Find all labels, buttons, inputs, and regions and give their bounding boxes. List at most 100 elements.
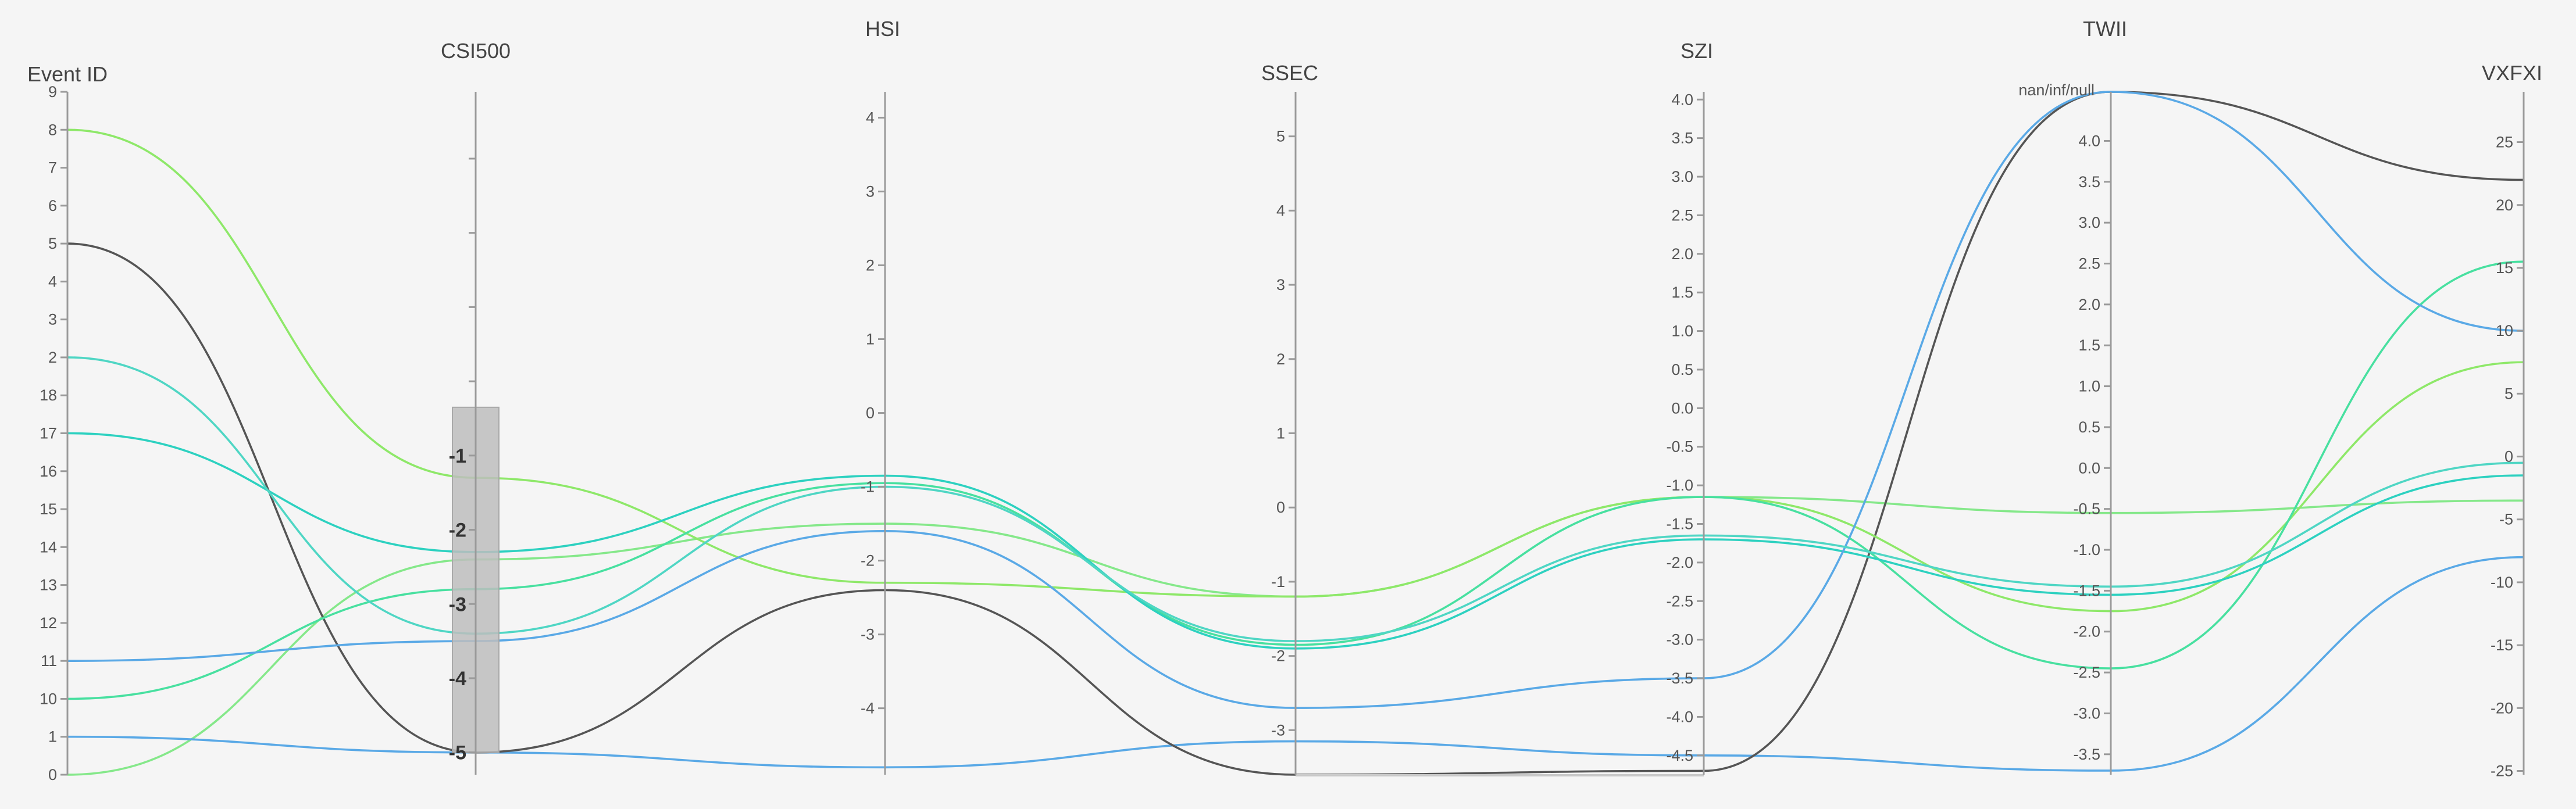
axis-title-vxfxi[interactable]: VXFXI	[2482, 61, 2542, 85]
tick-label: -1.0	[1666, 477, 1693, 494]
tick-label: -2.5	[1666, 592, 1693, 610]
tick-label: 3	[1276, 276, 1285, 293]
tick-label: -1	[861, 478, 875, 496]
tick-label: -3	[1271, 721, 1285, 739]
tick-label: 2.5	[1671, 206, 1693, 224]
tick-label: 2	[48, 349, 57, 366]
tick-label: -1	[1271, 573, 1285, 590]
tick-label: -2.0	[1666, 554, 1693, 571]
tick-label: -20	[2491, 699, 2513, 717]
tick-label: 3	[866, 182, 875, 200]
tick-label: 1	[866, 331, 875, 348]
tick-label: 4	[866, 109, 875, 126]
axis-szi: -4.5 -4.0 -3.5 -3.0 -2.5 -2.0 -1.5 -1.0 -0.5 0.0 0…	[1666, 39, 1713, 775]
tick-label: 9	[48, 83, 57, 101]
tick-label: 17	[40, 425, 57, 442]
tick-label: 10	[40, 690, 57, 707]
tick-label: -3.5	[1666, 670, 1693, 687]
tick-label: 15	[40, 500, 57, 518]
axis-twii: -3.5 -3.0 -2.5 -2.0 -1.5 -1.0 -0.5 0.0 0.5 1.0 1.5…	[2018, 17, 2127, 775]
axis-title-szi[interactable]: SZI	[1681, 39, 1713, 63]
tick-label: -4	[861, 700, 875, 717]
tick-label: 12	[40, 614, 57, 632]
tick-label: 0.5	[2078, 418, 2100, 436]
tick-label: -3.0	[2073, 704, 2100, 722]
tick-label: 0	[2504, 448, 2513, 466]
tick-label: 1	[48, 728, 57, 746]
tick-label: 15	[2496, 259, 2513, 277]
tick-label: -25	[2491, 763, 2513, 780]
tick-label: -1	[449, 445, 466, 467]
tick-label: 0.0	[2078, 459, 2100, 477]
tick-label: 1.5	[2078, 337, 2100, 354]
tick-label: -3.0	[1666, 631, 1693, 649]
tick-label: 25	[2496, 134, 2513, 151]
tick-label: -5	[449, 742, 466, 764]
tick-label: 0.0	[1671, 399, 1693, 417]
tick-label: -3.5	[2073, 746, 2100, 763]
axis-title-event_id[interactable]: Event ID	[27, 62, 108, 86]
tick-label: -2	[1271, 647, 1285, 665]
tick-label: 7	[48, 159, 57, 177]
tick-label: 3.5	[1671, 130, 1693, 147]
tick-label: 2	[866, 257, 875, 274]
series-line-event-5[interactable]	[67, 91, 2524, 776]
tick-label: 3.0	[1671, 168, 1693, 185]
axis-title-ssec[interactable]: SSEC	[1261, 61, 1318, 85]
axis-hsi: -4 -3 -2 -1 0 1 2 3 4 HSI	[861, 17, 900, 775]
series-line-event-11[interactable]	[67, 91, 2524, 709]
tick-label: 3.0	[2078, 214, 2100, 231]
tick-label: 2	[1276, 350, 1285, 368]
tick-label: -1.5	[1666, 516, 1693, 533]
axis-vxfxi: -25 -20 -15 -10 -5 0 5 10 15 20 25 VXFXI	[2482, 61, 2542, 780]
tick-label: -5	[2499, 511, 2513, 528]
tick-label: 4.0	[2078, 132, 2100, 149]
tick-label: -2.0	[2073, 623, 2100, 640]
tick-label: -10	[2491, 574, 2513, 591]
tick-label: -4.5	[1666, 747, 1693, 764]
tick-label: 1.5	[1671, 284, 1693, 301]
tick-label: 4	[1276, 202, 1285, 219]
tick-label: 5	[2504, 385, 2513, 402]
tick-label: 6	[48, 197, 57, 214]
tick-label: 10	[2496, 322, 2513, 339]
null-value-label: nan/inf/null	[2018, 81, 2095, 99]
tick-label: -2	[861, 552, 875, 570]
tick-label: 2.5	[2078, 255, 2100, 273]
tick-label: -4	[449, 668, 466, 690]
tick-label: 0	[48, 766, 57, 783]
tick-label: 5	[48, 235, 57, 252]
tick-label: 0.5	[1671, 361, 1693, 378]
tick-label: 3.5	[2078, 173, 2100, 191]
axis-title-hsi[interactable]: HSI	[865, 17, 900, 41]
tick-label: -0.5	[2073, 500, 2100, 518]
axis-csi500: -5 -4 -3 -2 -1 CSI500	[441, 39, 511, 775]
tick-label: 1	[1276, 425, 1285, 442]
tick-label: -4.0	[1666, 708, 1693, 725]
tick-label: -1.0	[2073, 541, 2100, 559]
tick-label: 14	[40, 538, 57, 556]
tick-label: 1.0	[1671, 323, 1693, 340]
tick-label: -2.5	[2073, 664, 2100, 681]
tick-label: 16	[40, 463, 57, 480]
tick-label: 0	[1276, 499, 1285, 516]
tick-label: -3	[449, 593, 466, 615]
tick-label: -0.5	[1666, 438, 1693, 456]
axis-title-csi500[interactable]: CSI500	[441, 39, 511, 63]
tick-label: 4	[48, 273, 57, 290]
tick-label: 1.0	[2078, 378, 2100, 395]
tick-label: 11	[41, 652, 57, 670]
tick-label: 4.0	[1671, 91, 1693, 108]
tick-label: 2.0	[2078, 296, 2100, 313]
tick-label: 0	[866, 404, 875, 422]
tick-label: 5	[1276, 128, 1285, 145]
tick-label: 13	[40, 577, 57, 594]
tick-label: 18	[40, 386, 57, 404]
tick-label: -15	[2491, 636, 2513, 654]
tick-label: -1.5	[2073, 582, 2100, 599]
tick-label: -2	[449, 520, 466, 542]
axis-title-twii[interactable]: TWII	[2083, 17, 2127, 41]
